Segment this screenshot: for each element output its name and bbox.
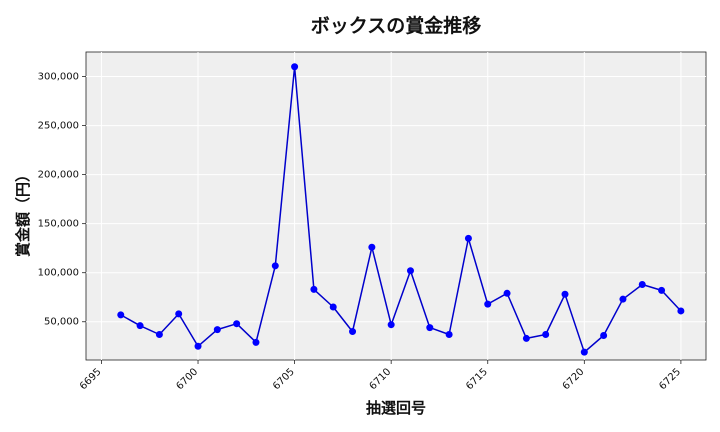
y-tick-label: 50,000 (44, 317, 79, 328)
data-point (213, 326, 221, 334)
data-point (329, 303, 337, 311)
data-point (561, 290, 569, 298)
y-tick-label: 250,000 (38, 121, 79, 132)
data-point (406, 267, 414, 275)
data-point (194, 342, 202, 350)
data-point (387, 321, 395, 329)
chart-title: ボックスの賞金推移 (311, 14, 481, 37)
data-point (349, 328, 357, 336)
data-point (252, 338, 260, 346)
data-point (155, 330, 163, 338)
ticks: 6695 6700 6705 6710 6715 6720 672550,000100,00… (38, 72, 683, 393)
y-tick-label: 300,000 (38, 72, 79, 83)
data-point (600, 331, 608, 339)
data-point (291, 63, 299, 71)
data-point (445, 330, 453, 338)
data-point (136, 322, 144, 330)
data-point (368, 243, 376, 251)
x-axis-label: 抽選回号 (366, 399, 426, 417)
data-point (619, 295, 627, 303)
data-point (117, 311, 125, 319)
data-point (484, 300, 492, 308)
grid (86, 52, 706, 360)
data-point (580, 348, 588, 356)
data-point (175, 310, 183, 318)
data-point (677, 307, 685, 315)
data-point (310, 285, 318, 293)
series-line (120, 65, 682, 353)
data-point (522, 334, 530, 342)
data-point (271, 262, 279, 270)
data-point (658, 286, 666, 294)
data-point (638, 280, 646, 288)
data-point (426, 324, 434, 332)
y-tick-label: 150,000 (38, 219, 79, 230)
y-axis-label: 賞金額（円） (14, 167, 32, 257)
series (117, 63, 685, 356)
data-point (503, 289, 511, 297)
data-point (464, 234, 472, 242)
y-tick-label: 100,000 (38, 268, 79, 279)
data-point (233, 320, 241, 328)
data-point (542, 330, 550, 338)
y-tick-label: 200,000 (38, 170, 79, 181)
plot-area (85, 51, 707, 361)
